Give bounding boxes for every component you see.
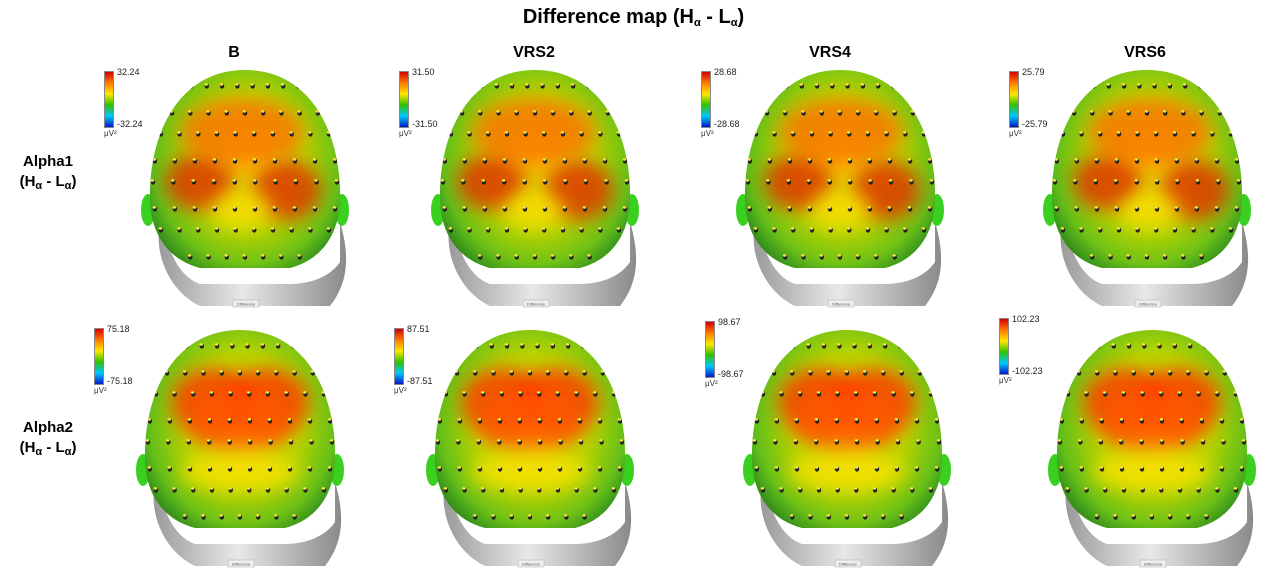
- colorbar-gradient: [1009, 71, 1019, 128]
- head-illustration: Difference: [141, 70, 349, 308]
- colorbar-gradient: [399, 71, 409, 128]
- head-map-alpha2-vrs4: Difference: [742, 322, 957, 572]
- plate-label: Difference: [237, 302, 256, 307]
- head-map-alpha1-vrs2: Difference: [430, 62, 645, 312]
- row-expression: (Hα - Lα): [19, 439, 77, 458]
- head-illustration: Difference: [736, 70, 944, 308]
- colorbar-min: -98.67: [718, 369, 744, 379]
- colorbar-unit: μV²: [399, 129, 412, 138]
- colorbar-max: 25.79: [1022, 67, 1045, 77]
- colorbar-min: -31.50: [412, 119, 438, 129]
- plate-label: Difference: [232, 562, 251, 567]
- plate-label: Difference: [839, 562, 858, 567]
- plate-label: Difference: [1139, 302, 1158, 307]
- colorbar-unit: μV²: [394, 386, 407, 395]
- colorbar-max: 31.50: [412, 67, 435, 77]
- head-illustration: Difference: [743, 330, 951, 568]
- colorbar-max: 98.67: [718, 317, 741, 327]
- colorbar-max: 75.18: [107, 324, 130, 334]
- row-label-alpha2: Alpha2 (Hα - Lα): [0, 418, 96, 462]
- colorbar-max: 102.23: [1012, 314, 1040, 324]
- colorbar-gradient: [701, 71, 711, 128]
- row-expression: (Hα - Lα): [19, 173, 77, 192]
- colorbar-min: -28.68: [714, 119, 740, 129]
- colorbar-gradient: [705, 321, 715, 378]
- figure-title: Difference map (Hα - Lα): [522, 6, 745, 29]
- column-label-vrs6: VRS6: [1124, 44, 1166, 61]
- plate-label: Difference: [522, 562, 541, 567]
- colorbar-unit: μV²: [701, 129, 714, 138]
- plate-label: Difference: [527, 302, 546, 307]
- colorbar-unit: μV²: [999, 376, 1012, 385]
- head-illustration: Difference: [1048, 330, 1256, 568]
- head-illustration: Difference: [431, 70, 639, 308]
- plate-label: Difference: [832, 302, 851, 307]
- plate-label: Difference: [1144, 562, 1163, 567]
- column-label-vrs4: VRS4: [809, 44, 851, 61]
- colorbar-gradient: [104, 71, 114, 128]
- head-map-alpha1-vrs4: Difference: [735, 62, 950, 312]
- head-map-alpha1-vrs6: Difference: [1042, 62, 1257, 312]
- colorbar-max: 32.24: [117, 67, 140, 77]
- colorbar-gradient: [999, 318, 1009, 375]
- colorbar-unit: μV²: [1009, 129, 1022, 138]
- colorbar-unit: μV²: [104, 129, 117, 138]
- colorbar-min: -87.51: [407, 376, 433, 386]
- colorbar-min: -75.18: [107, 376, 133, 386]
- head-illustration: Difference: [1043, 70, 1251, 308]
- colorbar-max: 28.68: [714, 67, 737, 77]
- head-map-alpha2-vrs2: Difference: [425, 322, 640, 572]
- column-label-vrs2: VRS2: [513, 44, 555, 61]
- row-label-alpha1: Alpha1 (Hα - Lα): [0, 152, 96, 196]
- colorbar-gradient: [94, 328, 104, 385]
- head-map-alpha2-b: Difference: [135, 322, 350, 572]
- head-map-alpha2-vrs6: Difference: [1047, 322, 1262, 572]
- head-illustration: Difference: [136, 330, 344, 568]
- colorbar-min: -25.79: [1022, 119, 1048, 129]
- colorbar-unit: μV²: [94, 386, 107, 395]
- column-label-b: B: [228, 44, 240, 61]
- head-map-alpha1-b: Difference: [140, 62, 355, 312]
- colorbar-gradient: [394, 328, 404, 385]
- colorbar-min: -32.24: [117, 119, 143, 129]
- head-illustration: Difference: [426, 330, 634, 568]
- colorbar-max: 87.51: [407, 324, 430, 334]
- colorbar-unit: μV²: [705, 379, 718, 388]
- colorbar-min: -102.23: [1012, 366, 1043, 376]
